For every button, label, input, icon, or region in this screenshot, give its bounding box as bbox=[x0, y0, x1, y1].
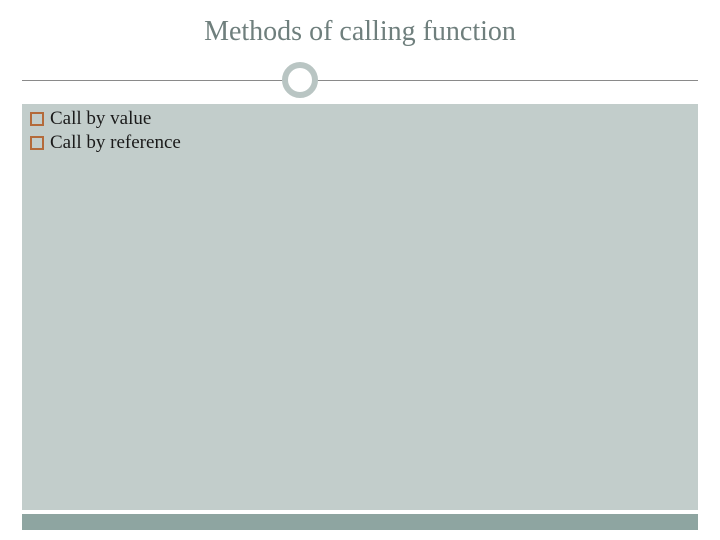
decorative-ring-icon bbox=[282, 62, 318, 98]
square-bullet-icon bbox=[30, 112, 44, 126]
square-bullet-icon bbox=[30, 136, 44, 150]
list-item-text: Call by reference bbox=[50, 132, 181, 154]
bullet-list: Call by value Call by reference bbox=[30, 108, 181, 156]
slide: Methods of calling function Call by valu… bbox=[0, 0, 720, 540]
list-item: Call by value bbox=[30, 108, 181, 130]
list-item: Call by reference bbox=[30, 132, 181, 154]
list-item-text: Call by value bbox=[50, 108, 151, 130]
slide-title: Methods of calling function bbox=[0, 16, 720, 48]
title-underline bbox=[22, 80, 698, 81]
content-area: Call by value Call by reference bbox=[22, 104, 698, 510]
footer-bar bbox=[22, 514, 698, 530]
